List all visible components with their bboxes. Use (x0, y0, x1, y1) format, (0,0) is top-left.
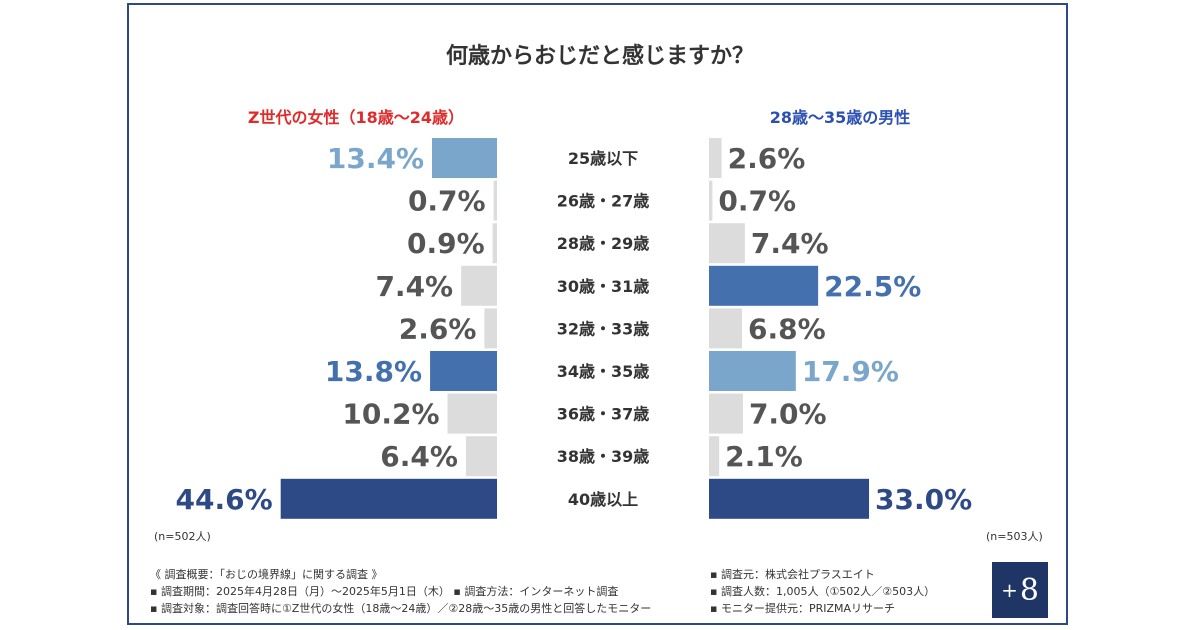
footnote-line: ▪ 調査人数：1,005人（①502人／②503人） (710, 585, 936, 598)
left-bar (447, 393, 497, 434)
footnote-line: ▪ 調査期間：2025年4月28日（月）〜2025年5月1日（木） ▪ 調査方法… (150, 585, 619, 598)
chart-frame (127, 3, 1068, 625)
right-value-label: 22.5% (824, 270, 921, 303)
footnote-line: ▪ 調査対象：調査回答時に①Z世代の女性（18歳〜24歳）／②28歳〜35歳の男… (150, 602, 652, 615)
left-bar (492, 223, 497, 264)
right-value-label: 0.7% (718, 185, 796, 218)
left-bar (484, 308, 497, 349)
footnote-line: ▪ 調査元：株式会社プラスエイト (710, 568, 875, 581)
plus-eight-logo: + 8 (992, 562, 1048, 618)
left-bar (430, 351, 497, 391)
right-value-label: 7.0% (749, 398, 827, 431)
left-bar (432, 138, 497, 178)
category-label: 40歳以上 (568, 490, 638, 509)
left-value-label: 7.4% (375, 270, 453, 303)
left-value-label: 44.6% (176, 483, 273, 516)
right-bar (709, 223, 745, 264)
category-label: 26歳・27歳 (557, 192, 650, 211)
right-bar (709, 180, 713, 221)
right-value-label: 2.1% (725, 440, 803, 473)
left-value-label: 13.8% (325, 355, 422, 388)
left-bar (465, 436, 497, 477)
left-series-title: Z世代の女性（18歳〜24歳） (247, 108, 465, 127)
left-value-label: 0.9% (407, 227, 485, 260)
right-bar (709, 478, 870, 519)
right-value-label: 2.6% (728, 142, 806, 175)
category-label: 38歳・39歳 (557, 447, 650, 466)
survey-footnotes-right: ▪ 調査元：株式会社プラスエイト ▪ 調査人数：1,005人（①502人／②50… (710, 566, 980, 617)
left-bar (280, 478, 497, 519)
right-sample-size: (n=503人) (986, 530, 1043, 543)
right-value-label: 17.9% (802, 355, 899, 388)
category-label: 34歳・35歳 (557, 362, 650, 381)
logo-digit: 8 (1019, 572, 1039, 608)
right-bar (709, 308, 742, 349)
category-label: 30歳・31歳 (557, 277, 650, 296)
footnote-line: ▪ モニター提供元：PRIZMAリサーチ (710, 602, 896, 615)
right-series-title: 28歳〜35歳の男性 (769, 108, 911, 127)
category-label: 36歳・37歳 (557, 405, 650, 424)
logo-plus: + (1001, 578, 1018, 602)
left-value-label: 10.2% (342, 398, 439, 431)
category-label: 32歳・33歳 (557, 319, 650, 338)
category-label: 28歳・29歳 (557, 234, 650, 253)
left-value-label: 0.7% (408, 185, 486, 218)
right-value-label: 6.8% (748, 312, 826, 345)
left-bar (461, 265, 497, 306)
chart-title: 何歳からおじだと感じますか？ (445, 44, 754, 69)
category-label: 25歳以下 (568, 149, 638, 168)
footnote-line: 《 調査概要：「おじの境界線」に関する調査 》 (150, 568, 383, 581)
survey-footnotes: 《 調査概要：「おじの境界線」に関する調査 》 ▪ 調査期間：2025年4月28… (150, 566, 710, 617)
right-bar (709, 436, 720, 477)
left-bar (493, 180, 497, 221)
left-sample-size: (n=502人) (154, 530, 211, 543)
right-value-label: 7.4% (751, 227, 829, 260)
left-value-label: 2.6% (399, 312, 477, 345)
right-bar (709, 351, 796, 391)
right-bar (709, 138, 722, 178)
left-value-label: 13.4% (327, 142, 424, 175)
right-value-label: 33.0% (875, 483, 972, 516)
right-bar (709, 393, 743, 434)
left-value-label: 6.4% (380, 440, 458, 473)
right-bar (709, 265, 819, 306)
